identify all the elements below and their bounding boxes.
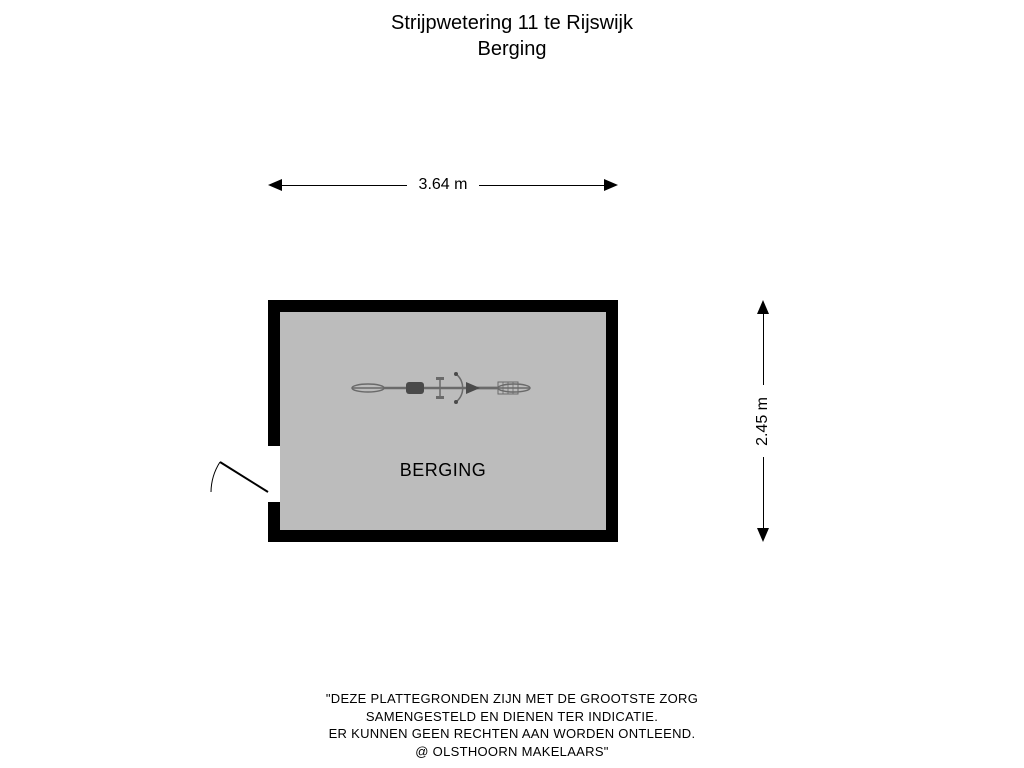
dimension-width-label: 3.64 m <box>407 176 480 194</box>
arrow-right-icon <box>604 179 618 191</box>
arrow-up-icon <box>757 300 769 314</box>
title-block: Strijpwetering 11 te Rijswijk Berging <box>0 10 1024 62</box>
room-label: BERGING <box>400 460 487 481</box>
dimension-height-label: 2.45 m <box>754 385 772 458</box>
room-berging: BERGING <box>268 300 618 542</box>
dim-line <box>282 185 407 186</box>
disclaimer-block: "DEZE PLATTEGRONDEN ZIJN MET DE GROOTSTE… <box>0 690 1024 760</box>
dim-line <box>763 314 764 385</box>
bicycle-icon <box>348 368 538 408</box>
disclaimer-line-1: "DEZE PLATTEGRONDEN ZIJN MET DE GROOTSTE… <box>0 690 1024 708</box>
arrow-down-icon <box>757 528 769 542</box>
arrow-left-icon <box>268 179 282 191</box>
title-line-2: Berging <box>0 36 1024 62</box>
dim-line <box>763 457 764 528</box>
dimension-height: 2.45 m <box>754 300 772 542</box>
disclaimer-line-2: SAMENGESTELD EN DIENEN TER INDICATIE. <box>0 708 1024 726</box>
disclaimer-line-3: ER KUNNEN GEEN RECHTEN AAN WORDEN ONTLEE… <box>0 725 1024 743</box>
dim-line <box>479 185 604 186</box>
disclaimer-line-4: @ OLSTHOORN MAKELAARS" <box>0 743 1024 761</box>
dimension-width: 3.64 m <box>268 176 618 194</box>
door-swing-icon <box>206 432 270 496</box>
title-line-1: Strijpwetering 11 te Rijswijk <box>0 10 1024 36</box>
